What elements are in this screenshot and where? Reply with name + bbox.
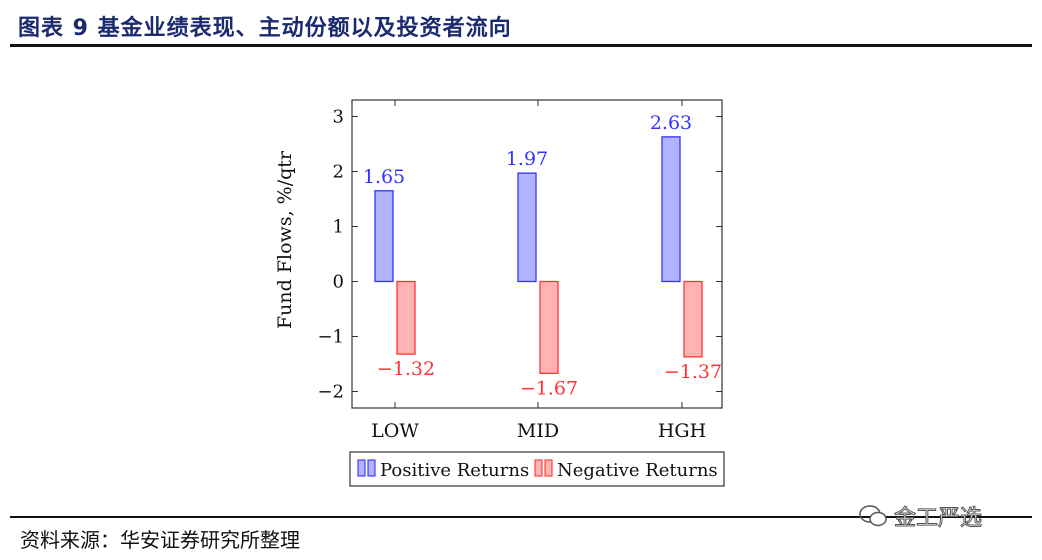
- y-axis-ticks: 3 2 1 0 −1 −2: [317, 107, 722, 403]
- footer-divider: [10, 516, 1032, 518]
- positive-bar: [517, 172, 537, 283]
- positive-bar: [661, 136, 681, 283]
- legend-swatch: [544, 459, 553, 477]
- negative-value-label: −1.67: [520, 377, 578, 399]
- legend-label: Positive Returns: [380, 460, 529, 481]
- bars: [374, 136, 703, 374]
- negative-bar: [539, 280, 559, 374]
- positive-bar: [374, 190, 394, 283]
- page-title: 图表 9 基金业绩表现、主动份额以及投资者流向: [18, 16, 512, 41]
- watermark: 金工严选: [858, 500, 983, 532]
- y-tick-label: 1: [333, 217, 344, 238]
- x-tick-label: HGH: [658, 420, 706, 442]
- negative-bar: [683, 280, 703, 358]
- positive-value-label: 1.65: [363, 166, 405, 188]
- title-divider: [10, 44, 1032, 47]
- y-tick-label: −2: [317, 382, 344, 403]
- positive-value-label: 1.97: [506, 148, 548, 170]
- watermark-text: 金工严选: [893, 506, 983, 532]
- y-axis-label: Fund Flows, %/qtr: [274, 150, 296, 329]
- y-tick-label: 3: [333, 107, 344, 128]
- y-tick-label: −1: [317, 327, 344, 348]
- legend: Positive Returns Negative Returns: [349, 451, 725, 487]
- plot-frame: [351, 99, 723, 409]
- data-labels: 1.65 −1.32 1.97 −1.67 2.63 −1.37: [363, 112, 722, 400]
- y-tick-label: 2: [333, 162, 344, 183]
- legend-swatch: [357, 459, 366, 477]
- legend-label: Negative Returns: [557, 460, 718, 481]
- wechat-icon: [859, 505, 887, 527]
- x-tick-label: LOW: [371, 420, 419, 442]
- source-note: 资料来源：华安证券研究所整理: [20, 528, 300, 552]
- x-axis-ticks: LOW MID HGH: [371, 100, 706, 442]
- fund-flows-chart: 3 2 1 0 −1 −2 1.65 −1.32 1.97 −1.67 2.63 −1.37 LOW…: [274, 99, 725, 487]
- negative-bar: [396, 280, 416, 355]
- negative-value-label: −1.37: [664, 361, 722, 383]
- legend-swatch: [534, 459, 543, 477]
- plot-border: [351, 99, 723, 409]
- x-tick-label: MID: [517, 420, 559, 442]
- y-tick-label: 0: [333, 272, 344, 293]
- positive-value-label: 2.63: [650, 112, 692, 134]
- legend-swatch: [367, 459, 376, 477]
- negative-value-label: −1.32: [377, 358, 435, 380]
